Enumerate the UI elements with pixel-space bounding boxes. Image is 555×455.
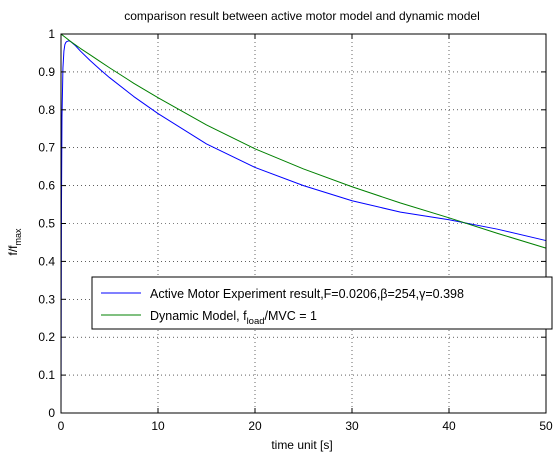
y-tick-label: 0.3 xyxy=(38,292,55,306)
legend-label-series-2: Dynamic Model, fload/MVC = 1 xyxy=(150,309,317,327)
series-line-1 xyxy=(60,40,547,414)
y-axis-label-sub: max xyxy=(13,228,23,246)
x-tick-labels: 0 10 20 30 40 50 xyxy=(58,419,553,433)
x-tick-label: 10 xyxy=(151,419,165,433)
y-tick-label: 0.2 xyxy=(38,330,55,344)
y-tick-label: 0.1 xyxy=(38,368,55,382)
y-tick-labels: 0 0.1 0.2 0.3 0.4 0.5 0.6 0.7 0.8 0.9 1 xyxy=(38,27,55,420)
y-tick-label: 1 xyxy=(48,27,55,41)
x-tick-label: 30 xyxy=(345,419,359,433)
grid-layer xyxy=(61,34,546,413)
legend-box xyxy=(91,276,553,330)
y-tick-label: 0.4 xyxy=(38,254,55,268)
x-tick-label: 50 xyxy=(539,419,553,433)
x-tick-label: 0 xyxy=(58,419,65,433)
y-tick-label: 0.6 xyxy=(38,179,55,193)
x-tick-label: 40 xyxy=(442,419,456,433)
x-axis-label: time unit [s] xyxy=(271,438,332,452)
series-line-2 xyxy=(60,33,547,249)
y-tick-label: 0.9 xyxy=(38,65,55,79)
chart-title: comparison result between active motor m… xyxy=(124,9,480,23)
axes-layer xyxy=(60,33,547,414)
legend: Active Motor Experiment result,F=0.0206,… xyxy=(91,276,553,330)
y-tick-label: 0.5 xyxy=(38,217,55,231)
x-tick-label: 20 xyxy=(248,419,262,433)
legend-label-series-1: Active Motor Experiment result,F=0.0206,… xyxy=(150,287,464,301)
y-tick-label: 0.8 xyxy=(38,103,55,117)
y-tick-label: 0 xyxy=(48,406,55,420)
y-tick-label: 0.7 xyxy=(38,141,55,155)
lines-layer xyxy=(60,33,547,414)
y-axis-label: f/fmax xyxy=(6,228,23,256)
y-axis-label-main: f/f xyxy=(6,245,20,256)
